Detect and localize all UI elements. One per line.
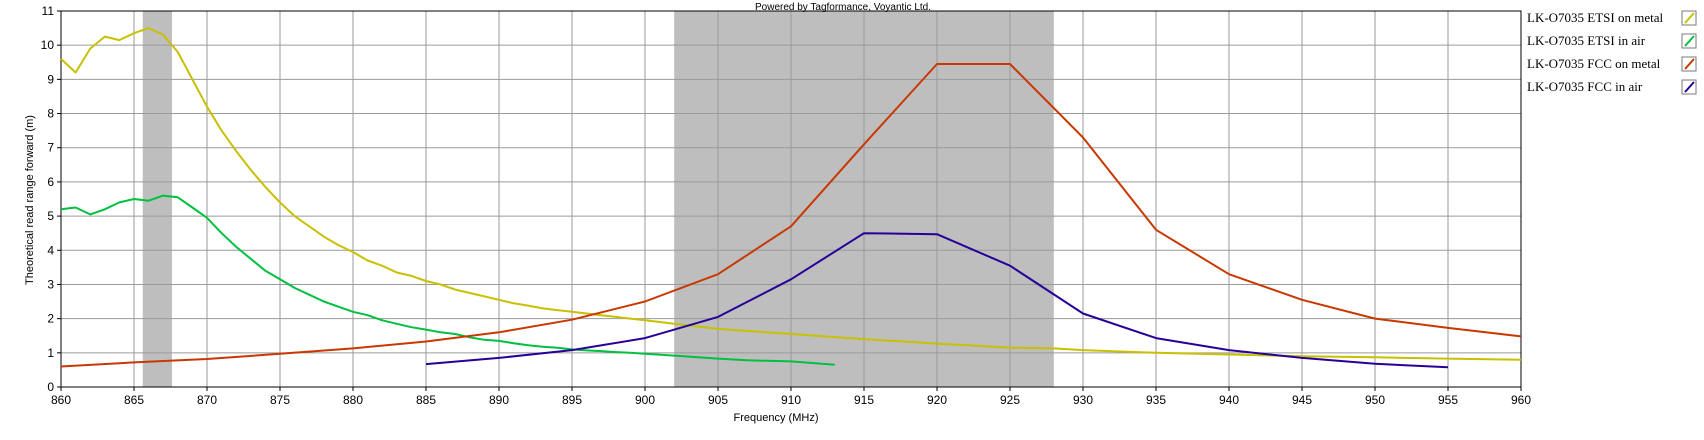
x-tick-label: 900 [635,393,655,407]
x-tick-label: 885 [416,393,436,407]
y-tick-label: 9 [47,72,54,86]
y-tick-label: 1 [47,346,54,360]
x-axis-title: Frequency (MHz) [734,412,819,424]
x-tick-label: 950 [1365,393,1385,407]
legend-label: LK-O7035 FCC in air [1527,79,1643,94]
y-tick-label: 7 [47,141,54,155]
x-tick-label: 910 [781,393,801,407]
y-tick-label: 10 [41,38,55,52]
series-line-4 [425,232,1449,369]
legend-swatch-line [1684,58,1695,70]
gridlines [60,10,1522,388]
x-tick-label: 945 [1292,393,1312,407]
y-tick-label: 0 [47,380,54,394]
legend: LK-O7035 ETSI on metal LK-O7035 ETSI in a… [1527,10,1697,95]
y-tick-label: 11 [42,4,55,18]
legend-label: LK-O7035 FCC on metal [1527,56,1661,71]
x-tick-label: 895 [562,393,582,407]
x-tick-label: 920 [927,393,947,407]
x-tick-label: 860 [51,393,71,407]
series-line-3 [60,63,1522,368]
y-tick-label: 2 [47,312,54,326]
x-tick-label: 960 [1511,393,1531,407]
legend-swatch-line [1684,35,1695,47]
legend-swatch-line [1684,12,1695,24]
x-tick-label: 880 [343,393,363,407]
banner-text: Powered by Tagformance, Voyantic Ltd. [755,2,931,13]
series-line-1 [60,27,1522,361]
x-tick-label: 905 [708,393,728,407]
x-tick-label: 940 [1219,393,1239,407]
x-tick-label: 870 [197,393,217,407]
legend-label: LK-O7035 ETSI in air [1527,33,1646,48]
series-lines [60,27,1522,369]
y-tick-label: 6 [47,175,54,189]
y-tick-label: 4 [47,243,54,257]
series-line-2 [60,194,835,366]
x-tick-label: 875 [270,393,290,407]
legend-swatch-line [1684,81,1695,93]
y-tick-label: 5 [47,209,54,223]
shaded-band-1 [142,11,172,387]
x-tick-label: 925 [1000,393,1020,407]
x-tick-label: 890 [489,393,509,407]
x-tick-label: 935 [1146,393,1166,407]
y-tick-label: 8 [47,107,54,121]
x-tick-label: 915 [854,393,874,407]
x-tick-labels: 860 865 870 875 880 885 890 895 900 905 910 915 920 9… [51,387,1531,407]
x-tick-label: 930 [1073,393,1093,407]
y-tick-labels: 0 1 2 3 4 5 6 7 8 9 10 11 [41,4,61,394]
legend-label: LK-O7035 ETSI on metal [1527,10,1664,25]
y-tick-label: 3 [47,277,54,291]
x-tick-label: 955 [1438,393,1458,407]
x-tick-label: 865 [124,393,144,407]
y-axis-title: Theoretical read range forward (m) [24,115,36,285]
